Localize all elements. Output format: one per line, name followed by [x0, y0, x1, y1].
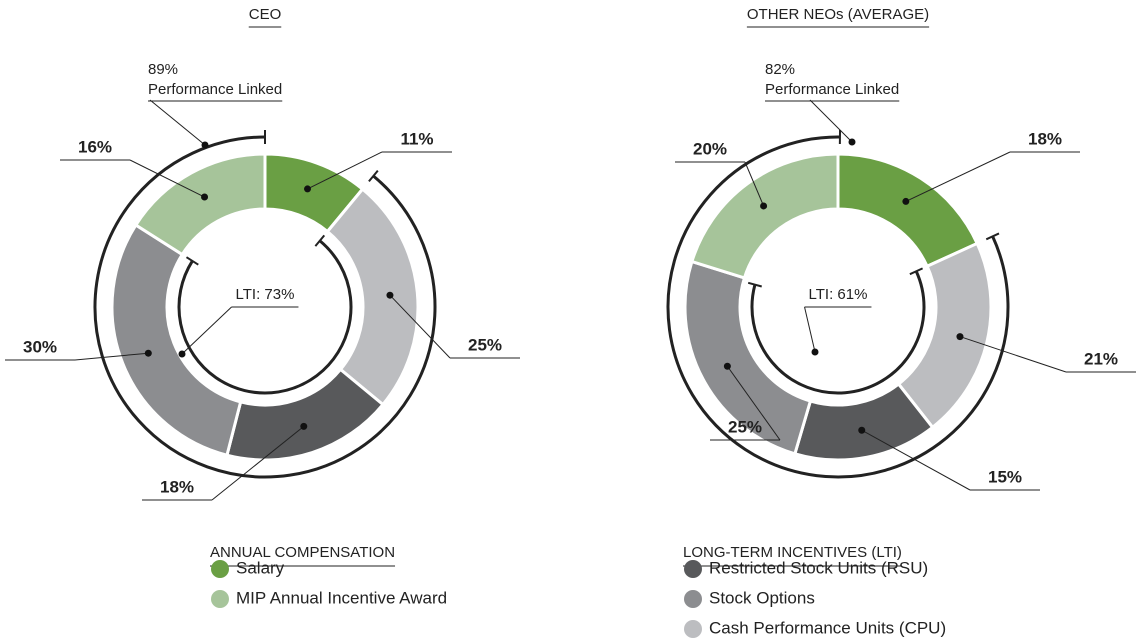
legend-title: LONG-TERM INCENTIVES (LTI) [683, 544, 902, 561]
lti-arc [750, 270, 926, 395]
leader-line [804, 306, 816, 353]
leader-line [389, 294, 451, 359]
legend-swatch [684, 620, 702, 638]
arc-end-tick [185, 256, 199, 266]
leader-dot [300, 422, 308, 430]
legend-swatch [211, 560, 229, 578]
value-label: 18% [160, 477, 194, 496]
arc-end-tick [314, 234, 326, 247]
annotation: LTI: 61% [809, 286, 868, 303]
legend-label: Restricted Stock Units (RSU) [709, 558, 928, 577]
value-label: 30% [23, 337, 57, 356]
value-label: 16% [78, 137, 112, 156]
value-label: 15% [988, 467, 1022, 486]
value-label: 18% [1028, 129, 1062, 148]
leader-line [809, 99, 853, 143]
arc-end-tick [747, 281, 762, 288]
value-label: 20% [693, 139, 727, 158]
leader-dot [760, 202, 768, 210]
donut-segment [690, 152, 840, 280]
performance-linked-arc [666, 135, 1010, 479]
legend-label: MIP Annual Incentive Award [236, 588, 447, 607]
annotation: Performance Linked [148, 81, 282, 98]
leader-line [149, 99, 206, 146]
legend-title: ANNUAL COMPENSATION [210, 544, 395, 561]
leader-line [307, 151, 383, 190]
annotation: LTI: 73% [236, 286, 295, 303]
leader-dot [144, 349, 152, 357]
leader-line [211, 425, 305, 501]
lti-arc [177, 239, 353, 395]
leader-dot [386, 291, 394, 299]
leader-dot [858, 426, 866, 434]
leader-line [181, 306, 232, 355]
leader-line [861, 429, 971, 491]
legend-label: Stock Options [709, 588, 815, 607]
leader-dot [956, 333, 964, 341]
annotation: Performance Linked [765, 81, 899, 98]
leader-line [905, 151, 1011, 202]
annotation: 82% [765, 61, 795, 78]
value-label: 25% [468, 335, 502, 354]
legend-swatch [684, 590, 702, 608]
donut-segment [325, 186, 420, 407]
leader-dot [178, 350, 186, 358]
value-label: 25% [728, 417, 762, 436]
leader-dot [902, 197, 910, 205]
leader-line [129, 159, 205, 198]
chart-title: CEO [249, 6, 282, 23]
donut-segment [110, 222, 243, 458]
leader-dot [201, 193, 209, 201]
value-label: 21% [1084, 349, 1118, 368]
chart-title: OTHER NEOs (AVERAGE) [747, 6, 929, 23]
value-label: 11% [400, 129, 433, 148]
annotation: 89% [148, 61, 178, 78]
legend-label: Salary [236, 558, 285, 577]
leader-dot [811, 348, 819, 356]
arc-end-tick [368, 169, 379, 183]
donut-segment [836, 152, 980, 269]
arc-end-tick [909, 267, 924, 276]
leader-dot [201, 141, 209, 149]
leader-dot [848, 138, 856, 146]
leader-line [959, 336, 1067, 373]
legend-swatch [211, 590, 229, 608]
leader-dot [304, 185, 312, 193]
legend-label: Cash Performance Units (CPU) [709, 618, 946, 637]
leader-dot [723, 362, 731, 370]
leader-line [726, 365, 781, 441]
leader-line [744, 161, 765, 207]
leader-line [74, 352, 149, 361]
donut-segment [133, 152, 267, 257]
legend-swatch [684, 560, 702, 578]
arc-end-tick [985, 232, 1000, 241]
performance-linked-arc [93, 135, 437, 479]
donut-segment [683, 259, 813, 456]
